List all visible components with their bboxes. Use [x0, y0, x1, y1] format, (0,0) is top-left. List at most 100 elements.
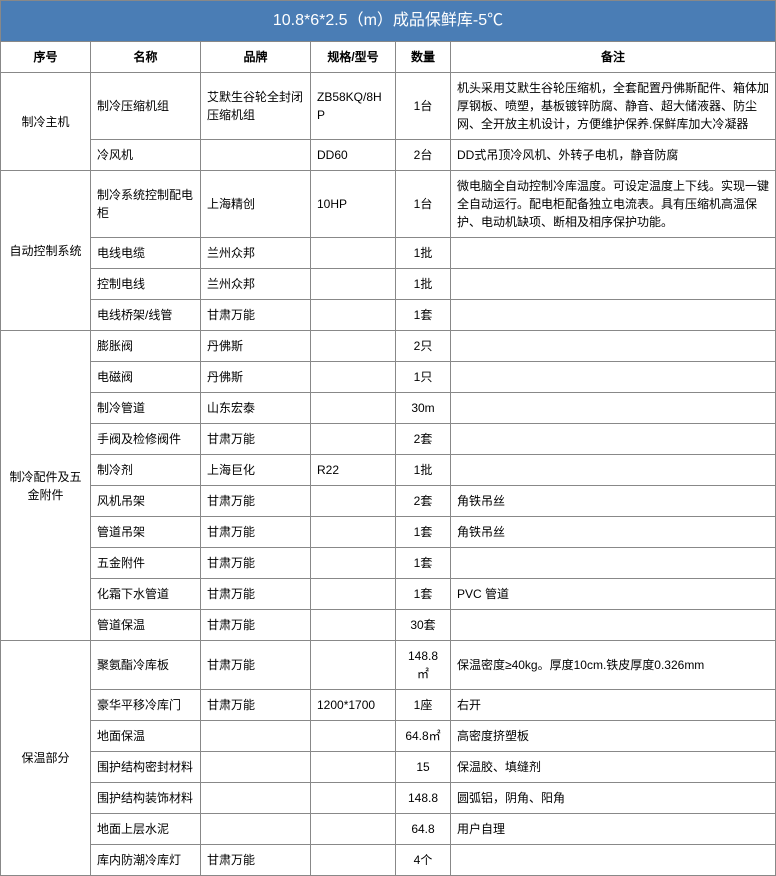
brand-cell: 甘肃万能 — [201, 641, 311, 690]
remark-cell: 微电脑全自动控制冷库温度。可设定温度上下线。实现一键全自动运行。配电柜配备独立电… — [451, 171, 776, 238]
remark-cell: 圆弧铝，阴角、阳角 — [451, 783, 776, 814]
name-cell: 围护结构装饰材料 — [91, 783, 201, 814]
table-row: 库内防潮冷库灯甘肃万能4个 — [1, 845, 776, 876]
remark-cell — [451, 455, 776, 486]
qty-cell: 64.8㎡ — [396, 721, 451, 752]
brand-cell — [201, 140, 311, 171]
spec-cell: DD60 — [311, 140, 396, 171]
qty-cell: 1套 — [396, 517, 451, 548]
col-header-5: 备注 — [451, 42, 776, 73]
name-cell: 地面上层水泥 — [91, 814, 201, 845]
spec-cell — [311, 486, 396, 517]
brand-cell: 甘肃万能 — [201, 486, 311, 517]
name-cell: 制冷压缩机组 — [91, 73, 201, 140]
name-cell: 围护结构密封材料 — [91, 752, 201, 783]
brand-cell — [201, 783, 311, 814]
table-row: 手阀及检修阀件甘肃万能2套 — [1, 424, 776, 455]
qty-cell: 1台 — [396, 171, 451, 238]
category-cell: 自动控制系统 — [1, 171, 91, 331]
table-row: 电线桥架/线管甘肃万能1套 — [1, 300, 776, 331]
brand-cell: 丹佛斯 — [201, 362, 311, 393]
table-row: 制冷配件及五金附件膨胀阀丹佛斯2只 — [1, 331, 776, 362]
brand-cell — [201, 752, 311, 783]
remark-cell — [451, 269, 776, 300]
table-row: 风机吊架甘肃万能2套角铁吊丝 — [1, 486, 776, 517]
spec-cell — [311, 269, 396, 300]
qty-cell: 148.8 — [396, 783, 451, 814]
table-row: 冷风机DD602台DD式吊顶冷风机、外转子电机，静音防腐 — [1, 140, 776, 171]
spec-cell — [311, 783, 396, 814]
qty-cell: 1批 — [396, 455, 451, 486]
spec-cell — [311, 721, 396, 752]
name-cell: 电磁阀 — [91, 362, 201, 393]
qty-cell: 4个 — [396, 845, 451, 876]
spec-cell — [311, 548, 396, 579]
spec-cell — [311, 424, 396, 455]
brand-cell: 上海巨化 — [201, 455, 311, 486]
spec-cell — [311, 752, 396, 783]
spec-table: 10.8*6*2.5（m）成品保鲜库-5℃序号名称品牌规格/型号数量备注制冷主机… — [0, 0, 776, 876]
table-row: 豪华平移冷库门甘肃万能1200*17001座右开 — [1, 690, 776, 721]
brand-cell: 丹佛斯 — [201, 331, 311, 362]
qty-cell: 15 — [396, 752, 451, 783]
spec-cell: 10HP — [311, 171, 396, 238]
qty-cell: 1套 — [396, 548, 451, 579]
table-row: 地面保温64.8㎡高密度挤塑板 — [1, 721, 776, 752]
remark-cell: PVC 管道 — [451, 579, 776, 610]
spec-cell — [311, 814, 396, 845]
qty-cell: 30套 — [396, 610, 451, 641]
spec-cell — [311, 610, 396, 641]
table-row: 电磁阀丹佛斯 1只 — [1, 362, 776, 393]
spec-cell — [311, 845, 396, 876]
qty-cell: 64.8 — [396, 814, 451, 845]
col-header-3: 规格/型号 — [311, 42, 396, 73]
name-cell: 膨胀阀 — [91, 331, 201, 362]
brand-cell: 山东宏泰 — [201, 393, 311, 424]
table-row: 控制电线兰州众邦1批 — [1, 269, 776, 300]
remark-cell — [451, 548, 776, 579]
remark-cell — [451, 845, 776, 876]
qty-cell: 1批 — [396, 269, 451, 300]
name-cell: 控制电线 — [91, 269, 201, 300]
name-cell: 风机吊架 — [91, 486, 201, 517]
qty-cell: 2套 — [396, 424, 451, 455]
remark-cell — [451, 300, 776, 331]
remark-cell: 机头采用艾默生谷轮压缩机，全套配置丹佛斯配件、箱体加厚钢板、喷塑，基板镀锌防腐、… — [451, 73, 776, 140]
category-cell: 制冷配件及五金附件 — [1, 331, 91, 641]
remark-cell: 保温胶、填缝剂 — [451, 752, 776, 783]
spec-cell — [311, 641, 396, 690]
remark-cell — [451, 393, 776, 424]
remark-cell: 高密度挤塑板 — [451, 721, 776, 752]
table-row: 电线电缆兰州众邦1批 — [1, 238, 776, 269]
remark-cell — [451, 424, 776, 455]
table-row: 管道吊架甘肃万能1套角铁吊丝 — [1, 517, 776, 548]
qty-cell: 2只 — [396, 331, 451, 362]
spec-cell — [311, 362, 396, 393]
qty-cell: 1台 — [396, 73, 451, 140]
remark-cell: 角铁吊丝 — [451, 517, 776, 548]
spec-cell — [311, 238, 396, 269]
spec-cell: 1200*1700 — [311, 690, 396, 721]
col-header-0: 序号 — [1, 42, 91, 73]
qty-cell: 2台 — [396, 140, 451, 171]
table-row: 制冷主机制冷压缩机组艾默生谷轮全封闭压缩机组ZB58KQ/8HP1台机头采用艾默… — [1, 73, 776, 140]
spec-cell — [311, 517, 396, 548]
table-row: 五金附件甘肃万能1套 — [1, 548, 776, 579]
brand-cell — [201, 721, 311, 752]
table-row: 化霜下水管道甘肃万能1套PVC 管道 — [1, 579, 776, 610]
remark-cell: 右开 — [451, 690, 776, 721]
table-row: 自动控制系统制冷系统控制配电柜上海精创10HP1台微电脑全自动控制冷库温度。可设… — [1, 171, 776, 238]
table-row: 地面上层水泥64.8用户自理 — [1, 814, 776, 845]
name-cell: 手阀及检修阀件 — [91, 424, 201, 455]
qty-cell: 1只 — [396, 362, 451, 393]
category-cell: 保温部分 — [1, 641, 91, 876]
name-cell: 库内防潮冷库灯 — [91, 845, 201, 876]
name-cell: 管道保温 — [91, 610, 201, 641]
table-row: 制冷剂上海巨化R221批 — [1, 455, 776, 486]
name-cell: 制冷管道 — [91, 393, 201, 424]
table-row: 管道保温甘肃万能30套 — [1, 610, 776, 641]
remark-cell — [451, 331, 776, 362]
table-row: 保温部分聚氨酯冷库板甘肃万能148.8㎡保温密度≥40kg。厚度10cm.铁皮厚… — [1, 641, 776, 690]
table-row: 围护结构密封材料 15保温胶、填缝剂 — [1, 752, 776, 783]
name-cell: 冷风机 — [91, 140, 201, 171]
